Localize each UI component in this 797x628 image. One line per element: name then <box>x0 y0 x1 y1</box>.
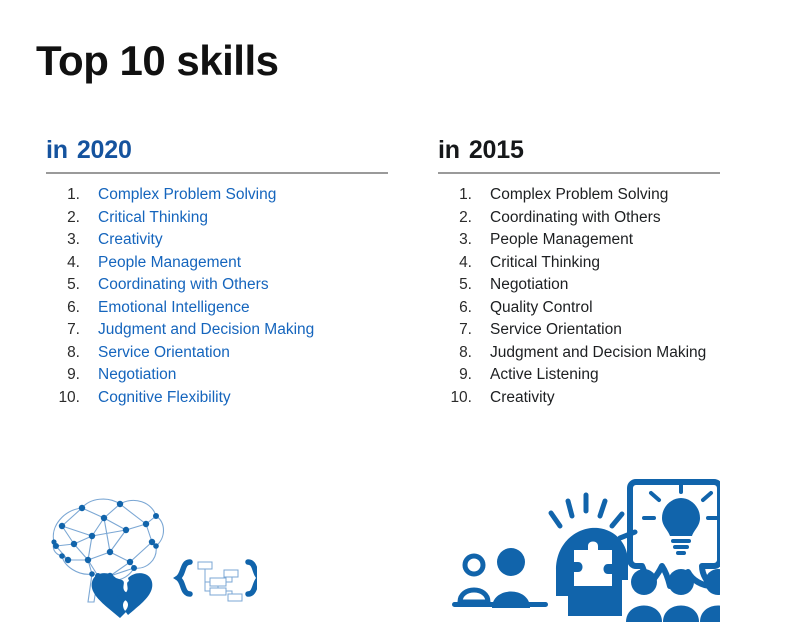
list-item-label: Service Orientation <box>490 321 622 338</box>
column-divider <box>46 172 388 174</box>
list-item-rank: 7. <box>67 321 80 338</box>
list-item-label: People Management <box>98 253 242 271</box>
list-item: 4. Critical Thinking <box>438 252 720 275</box>
list-item: 7. Service Orientation <box>438 319 720 342</box>
skills-column-2015: in 2015 1. Complex Problem Solving 2. Coo… <box>438 138 720 409</box>
illustration-right <box>452 476 720 622</box>
list-item-rank: 9. <box>67 366 80 383</box>
illustration-left <box>42 490 257 622</box>
list-item: 6. Emotional Intelligence <box>46 297 388 320</box>
list-item: 10. Cognitive Flexibility <box>46 387 388 410</box>
list-item-rank: 10. <box>450 388 472 406</box>
list-item: 2. Critical Thinking <box>46 207 388 230</box>
list-item-rank: 9. <box>459 366 472 383</box>
list-item-rank: 10. <box>58 388 80 406</box>
list-item-label: Judgment and Decision Making <box>490 343 707 361</box>
list-item-rank: 3. <box>67 231 80 248</box>
list-item-rank: 3. <box>459 231 472 248</box>
list-item-label: Complex Problem Solving <box>98 186 277 203</box>
list-item-label: Negotiation <box>98 366 177 383</box>
list-item: 8. Judgment and Decision Making <box>438 342 720 365</box>
list-item-label: Service Orientation <box>98 343 230 361</box>
page-title: Top 10 skills <box>36 37 279 84</box>
three-people-icon <box>626 569 720 622</box>
column-header-2020: in 2020 <box>46 138 388 172</box>
list-item: 4. People Management <box>46 252 388 275</box>
list-item-rank: 5. <box>67 276 80 293</box>
list-item: 1. Complex Problem Solving <box>438 184 720 207</box>
heart-puzzle-icon <box>91 573 153 618</box>
skills-list-2015: 1. Complex Problem Solving 2. Coordinati… <box>438 184 720 409</box>
list-item-label: Active Listening <box>490 366 599 383</box>
list-item: 8. Service Orientation <box>46 342 388 365</box>
list-item-label: Complex Problem Solving <box>490 186 669 203</box>
list-item-rank: 7. <box>459 321 472 338</box>
list-item: 1. Complex Problem Solving <box>46 184 388 207</box>
list-item-rank: 2. <box>459 208 472 226</box>
column-header-year: 2020 <box>76 136 132 164</box>
list-item-rank: 1. <box>459 186 472 203</box>
list-item-label: Critical Thinking <box>98 208 208 226</box>
list-item-rank: 6. <box>67 298 80 316</box>
list-item: 3. People Management <box>438 229 720 252</box>
list-item: 6. Quality Control <box>438 297 720 320</box>
column-header-prefix: in <box>46 136 68 164</box>
list-item-rank: 2. <box>67 208 80 226</box>
list-item-rank: 1. <box>67 186 80 203</box>
people-at-table-icon <box>452 548 548 608</box>
list-item-label: Emotional Intelligence <box>98 298 250 316</box>
skills-column-2020: in 2020 1. Complex Problem Solving 2. Cri… <box>46 138 388 409</box>
head-puzzle-idea-icon <box>548 492 638 616</box>
list-item-rank: 4. <box>67 253 80 271</box>
list-item-label: Coordinating with Others <box>98 276 269 293</box>
list-item-label: Critical Thinking <box>490 253 600 271</box>
list-item: 3. Creativity <box>46 229 388 252</box>
list-item-label: Cognitive Flexibility <box>98 388 231 406</box>
network-brain-icon <box>52 498 165 603</box>
list-item: 5. Negotiation <box>438 274 720 297</box>
list-item-rank: 8. <box>459 343 472 361</box>
list-item-rank: 4. <box>459 253 472 271</box>
list-item-label: Creativity <box>98 231 163 248</box>
list-item: 9. Active Listening <box>438 364 720 387</box>
column-header-prefix: in <box>438 136 460 164</box>
list-item: 2. Coordinating with Others <box>438 207 720 230</box>
list-item: 7. Judgment and Decision Making <box>46 319 388 342</box>
column-header-year: 2015 <box>468 136 524 164</box>
list-item: 9. Negotiation <box>46 364 388 387</box>
list-item-label: Coordinating with Others <box>490 208 661 226</box>
list-item-label: Judgment and Decision Making <box>98 321 315 338</box>
list-item: 5. Coordinating with Others <box>46 274 388 297</box>
column-divider <box>438 172 720 174</box>
list-item-rank: 5. <box>459 276 472 293</box>
list-item: 10. Creativity <box>438 387 720 410</box>
list-item-rank: 6. <box>459 298 472 316</box>
list-item-label: Negotiation <box>490 276 569 293</box>
column-header-2015: in 2015 <box>438 138 720 172</box>
code-braces-flowchart-icon <box>173 559 257 602</box>
list-item-rank: 8. <box>67 343 80 361</box>
skills-list-2020: 1. Complex Problem Solving 2. Critical T… <box>46 184 388 409</box>
list-item-label: Quality Control <box>490 298 593 316</box>
list-item-label: People Management <box>490 231 634 248</box>
list-item-label: Creativity <box>490 388 555 406</box>
